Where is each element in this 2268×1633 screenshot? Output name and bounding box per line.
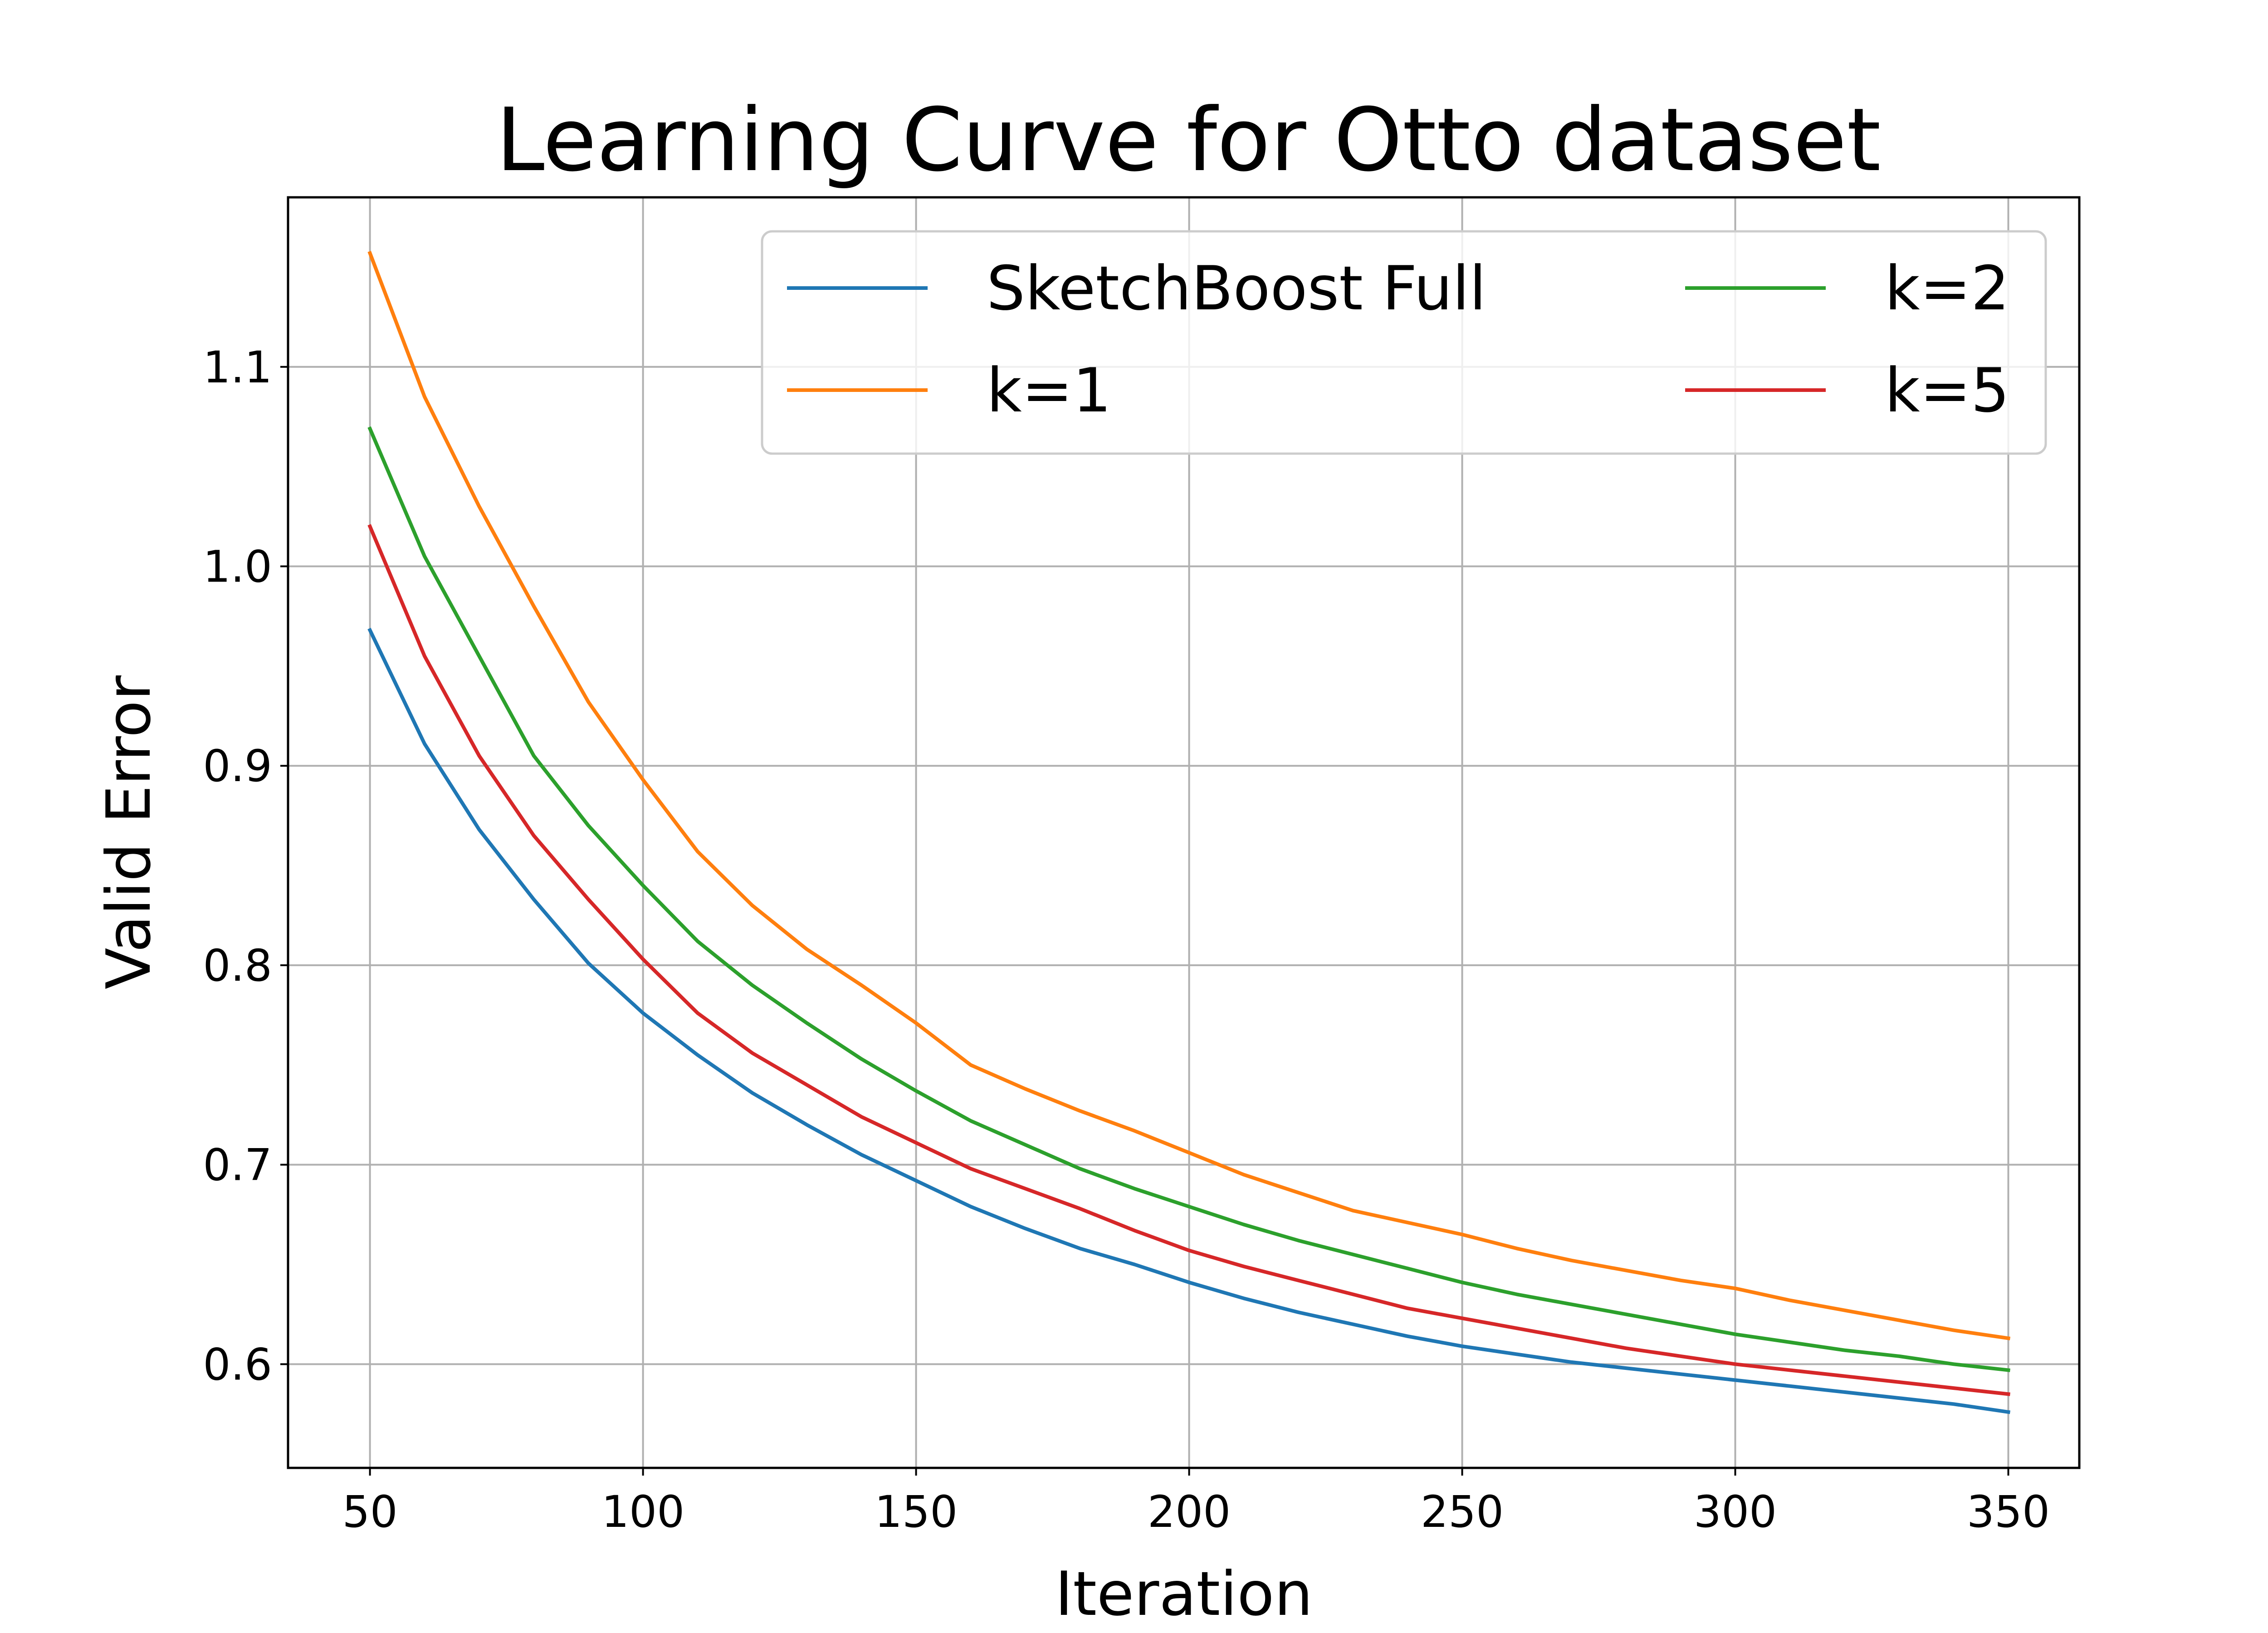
legend-label: SketchBoost Full [987, 253, 1486, 324]
y-tick-label: 0.6 [203, 1339, 272, 1390]
x-axis-ticks: 50 100 150 200 250 300 350 [342, 1468, 2050, 1537]
series-lines [367, 250, 2011, 1414]
plot-frame [287, 196, 2081, 1469]
x-tick-label: 100 [601, 1486, 684, 1537]
x-axis-label: Iteration [1055, 1559, 1313, 1629]
series-line-k-1 [367, 250, 2011, 1340]
y-tick-label: 0.9 [203, 741, 272, 792]
x-tick-label: 50 [342, 1486, 398, 1537]
y-tick-label: 0.8 [203, 940, 272, 991]
y-axis-label: Valid Error [93, 675, 164, 989]
x-tick-label: 250 [1421, 1486, 1504, 1537]
series-line-k-5 [367, 524, 2010, 1396]
chart-title: Learning Curve for Otto dataset [496, 90, 1881, 191]
series-line-k-2 [367, 426, 2010, 1372]
y-tick-label: 1.0 [203, 541, 272, 592]
legend-label: k=1 [987, 355, 1111, 426]
x-tick-label: 150 [875, 1486, 958, 1537]
series-line-sketchboost-full [367, 627, 2011, 1414]
y-axis-ticks: 0.6 0.7 0.8 0.9 1.0 1.1 [203, 342, 288, 1390]
legend: SketchBoost Full k=1 k=2 k=5 [761, 230, 2047, 455]
x-tick-label: 200 [1148, 1486, 1231, 1537]
y-tick-label: 0.7 [203, 1140, 272, 1191]
x-tick-label: 350 [1967, 1486, 2050, 1537]
x-tick-label: 300 [1694, 1486, 1777, 1537]
legend-label: k=5 [1885, 355, 2009, 426]
legend-label: k=2 [1885, 253, 2009, 324]
y-tick-label: 1.1 [203, 342, 272, 393]
